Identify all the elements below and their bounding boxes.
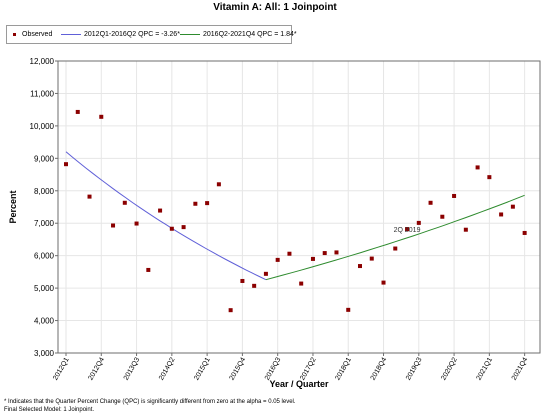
observed-point bbox=[310, 256, 315, 261]
y-axis-ticks: 3,000 4,000 5,000 6,000 7,000 8,000 9,000 10,00… bbox=[30, 57, 58, 358]
observed-point bbox=[487, 175, 492, 180]
x-tick-label: 2020Q2 bbox=[440, 356, 459, 381]
y-tick-label: 12,000 bbox=[30, 57, 55, 66]
observed-point bbox=[64, 162, 68, 167]
observed-point bbox=[205, 201, 210, 206]
annotation-label: 2Q 2019 bbox=[394, 227, 421, 234]
y-tick-label: 4,000 bbox=[34, 317, 55, 326]
observed-point bbox=[334, 250, 339, 255]
plot-frame bbox=[57, 60, 541, 354]
x-tick-label: 2018Q4 bbox=[370, 356, 389, 381]
observed-point bbox=[240, 278, 245, 283]
joinpoint-segment-1 bbox=[65, 151, 267, 281]
x-tick-label: 2019Q3 bbox=[405, 356, 424, 381]
footnote-final-model: Final Selected Model: 1 Joinpoint. bbox=[4, 407, 95, 413]
y-axis-label: Percent bbox=[8, 190, 18, 223]
x-tick-label: 2018Q1 bbox=[334, 356, 353, 381]
x-tick-label: 2017Q2 bbox=[299, 356, 318, 381]
y-tick-label: 5,000 bbox=[34, 284, 55, 293]
observed-point bbox=[322, 251, 327, 256]
observed-point bbox=[405, 227, 410, 232]
observed-point bbox=[416, 220, 421, 225]
segment-2-line-icon bbox=[180, 33, 200, 35]
x-tick-label: 2015Q1 bbox=[193, 356, 212, 381]
y-tick-label: 7,000 bbox=[34, 219, 55, 228]
observed-point bbox=[146, 267, 151, 272]
y-tick-label: 10,000 bbox=[30, 122, 55, 131]
observed-point bbox=[169, 226, 174, 231]
observed-point bbox=[452, 193, 457, 198]
observed-point bbox=[287, 251, 292, 256]
observed-point bbox=[111, 223, 116, 228]
x-tick-label: 2016Q3 bbox=[264, 356, 283, 381]
legend-label-observed: Observed bbox=[22, 31, 53, 38]
observed-point bbox=[75, 109, 80, 114]
observed-point bbox=[381, 280, 386, 285]
observed-point bbox=[193, 201, 198, 206]
legend-item-observed: Observed bbox=[13, 26, 52, 43]
observed-point bbox=[463, 227, 468, 232]
x-tick-label: 2012Q4 bbox=[87, 356, 106, 381]
x-axis-label: Year / Quarter bbox=[269, 379, 329, 389]
observed-marker-icon bbox=[13, 32, 16, 36]
observed-point bbox=[393, 246, 398, 251]
joinpoint-segment-2 bbox=[265, 194, 525, 281]
y-tick-label: 9,000 bbox=[34, 154, 55, 163]
y-tick-label: 6,000 bbox=[34, 252, 55, 261]
observed-point bbox=[252, 283, 257, 288]
observed-point bbox=[299, 281, 304, 286]
x-tick-label: 2013Q3 bbox=[123, 356, 142, 381]
observed-point bbox=[475, 165, 480, 170]
observed-point bbox=[440, 214, 445, 219]
observed-point bbox=[428, 200, 433, 205]
x-tick-label: 2012Q1 bbox=[52, 356, 71, 381]
y-tick-label: 3,000 bbox=[34, 349, 55, 358]
annotations: 2Q 2019 bbox=[394, 227, 421, 234]
joinpoint-lines bbox=[65, 151, 525, 281]
legend-label-segment-2: 2016Q2-2021Q4 QPC = 1.84* bbox=[203, 31, 297, 38]
observed-point bbox=[346, 307, 351, 312]
x-axis-ticks: 2012Q1 2012Q4 2013Q3 2014Q2 2015Q1 2015Q4 2016… bbox=[52, 353, 529, 382]
observed-point bbox=[181, 225, 186, 230]
legend: Observed 2012Q1-2016Q2 QPC = -3.26* 2016… bbox=[6, 25, 297, 44]
observed-points bbox=[64, 109, 527, 313]
grid bbox=[58, 61, 540, 353]
observed-point bbox=[275, 257, 280, 262]
observed-point bbox=[87, 194, 92, 199]
x-tick-label: 2021Q4 bbox=[511, 356, 530, 381]
observed-point bbox=[158, 208, 163, 213]
observed-point bbox=[216, 182, 221, 187]
observed-point bbox=[99, 114, 104, 119]
observed-point bbox=[510, 204, 515, 209]
legend-item-segment-2: 2016Q2-2021Q4 QPC = 1.84* bbox=[180, 26, 297, 43]
x-tick-label: 2015Q4 bbox=[229, 356, 248, 381]
x-tick-label: 2021Q1 bbox=[476, 356, 495, 381]
observed-point bbox=[122, 200, 127, 205]
chart-title: Vitamin A: All: 1 Joinpoint bbox=[213, 2, 337, 13]
segment-1-line-icon bbox=[61, 33, 81, 35]
observed-point bbox=[134, 221, 139, 226]
observed-point bbox=[499, 212, 504, 217]
observed-point bbox=[263, 271, 268, 276]
legend-label-segment-1: 2012Q1-2016Q2 QPC = -3.26* bbox=[84, 31, 180, 38]
observed-point bbox=[522, 230, 527, 235]
observed-point bbox=[369, 256, 374, 261]
x-tick-label: 2014Q2 bbox=[158, 356, 177, 381]
observed-point bbox=[358, 264, 362, 269]
footnote-significance: * Indicates that the Quarter Percent Cha… bbox=[4, 399, 296, 405]
legend-item-segment-1: 2012Q1-2016Q2 QPC = -3.26* bbox=[61, 26, 180, 43]
y-tick-label: 8,000 bbox=[34, 187, 55, 196]
observed-point bbox=[228, 308, 233, 313]
y-tick-label: 11,000 bbox=[30, 89, 54, 98]
